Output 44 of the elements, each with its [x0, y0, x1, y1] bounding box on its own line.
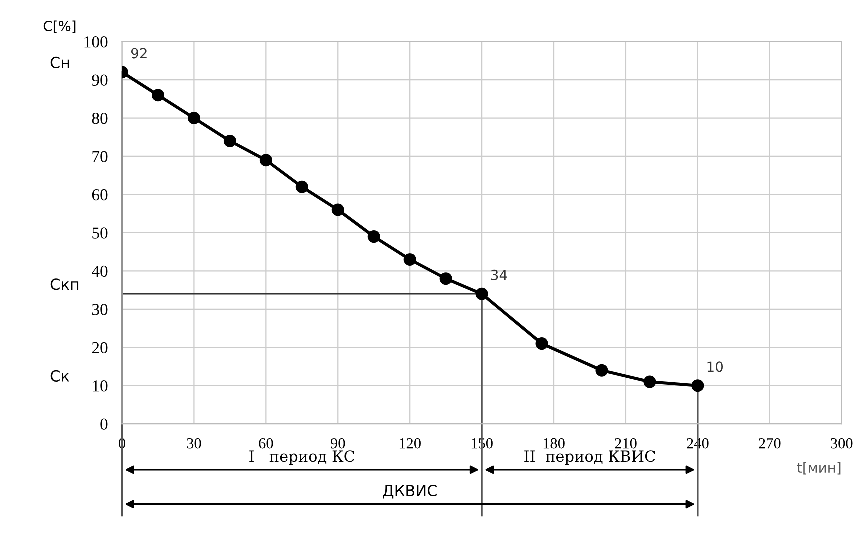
y-tick-label: 80	[92, 112, 108, 124]
point	[644, 376, 656, 388]
y-tick-label: 10	[93, 380, 108, 392]
x-tick-label: 120	[400, 438, 421, 449]
y-tick-label: 20	[92, 342, 108, 354]
point	[476, 288, 488, 300]
text: ДКВИС	[383, 485, 437, 499]
y-tick-label: 70	[92, 151, 108, 162]
x-tick-label: 30	[187, 438, 202, 449]
data-label: 10	[708, 362, 724, 372]
point	[536, 338, 548, 350]
x-tick-label: 60	[259, 438, 274, 449]
x-tick-label: 180	[544, 438, 565, 449]
data-label: 92	[131, 48, 147, 59]
y-tick-label: 0	[100, 418, 108, 430]
ref-line-label: Скп	[50, 278, 79, 290]
y-tick-label: 90	[92, 74, 108, 86]
text: II период КВИС	[524, 450, 656, 466]
x-tick-label: 210	[615, 438, 637, 449]
y-tick-label: 60	[92, 189, 108, 201]
point	[596, 364, 608, 377]
point	[332, 204, 344, 216]
point	[188, 112, 200, 125]
x-tick-label: 90	[330, 438, 346, 449]
text: Ск	[50, 370, 70, 382]
y-tick-label: 30	[92, 304, 108, 316]
data-label: 34	[491, 270, 508, 280]
point	[692, 380, 704, 392]
point	[152, 89, 164, 102]
y-tick-label: 100	[84, 36, 108, 48]
point	[440, 272, 452, 286]
y-tick-label: 40	[92, 266, 108, 278]
point	[224, 134, 236, 148]
x-axis-title: t[мин]	[797, 462, 841, 475]
y-tick-label: 50	[92, 228, 108, 239]
point	[368, 230, 380, 244]
point	[296, 180, 308, 194]
x-tick-label: 270	[759, 438, 781, 449]
point	[260, 154, 272, 167]
point	[404, 253, 416, 266]
y-axis-title: C[%]	[44, 20, 76, 34]
text: Сн	[50, 56, 70, 68]
text: I период КС	[250, 450, 355, 466]
x-tick-label: 300	[831, 438, 853, 449]
